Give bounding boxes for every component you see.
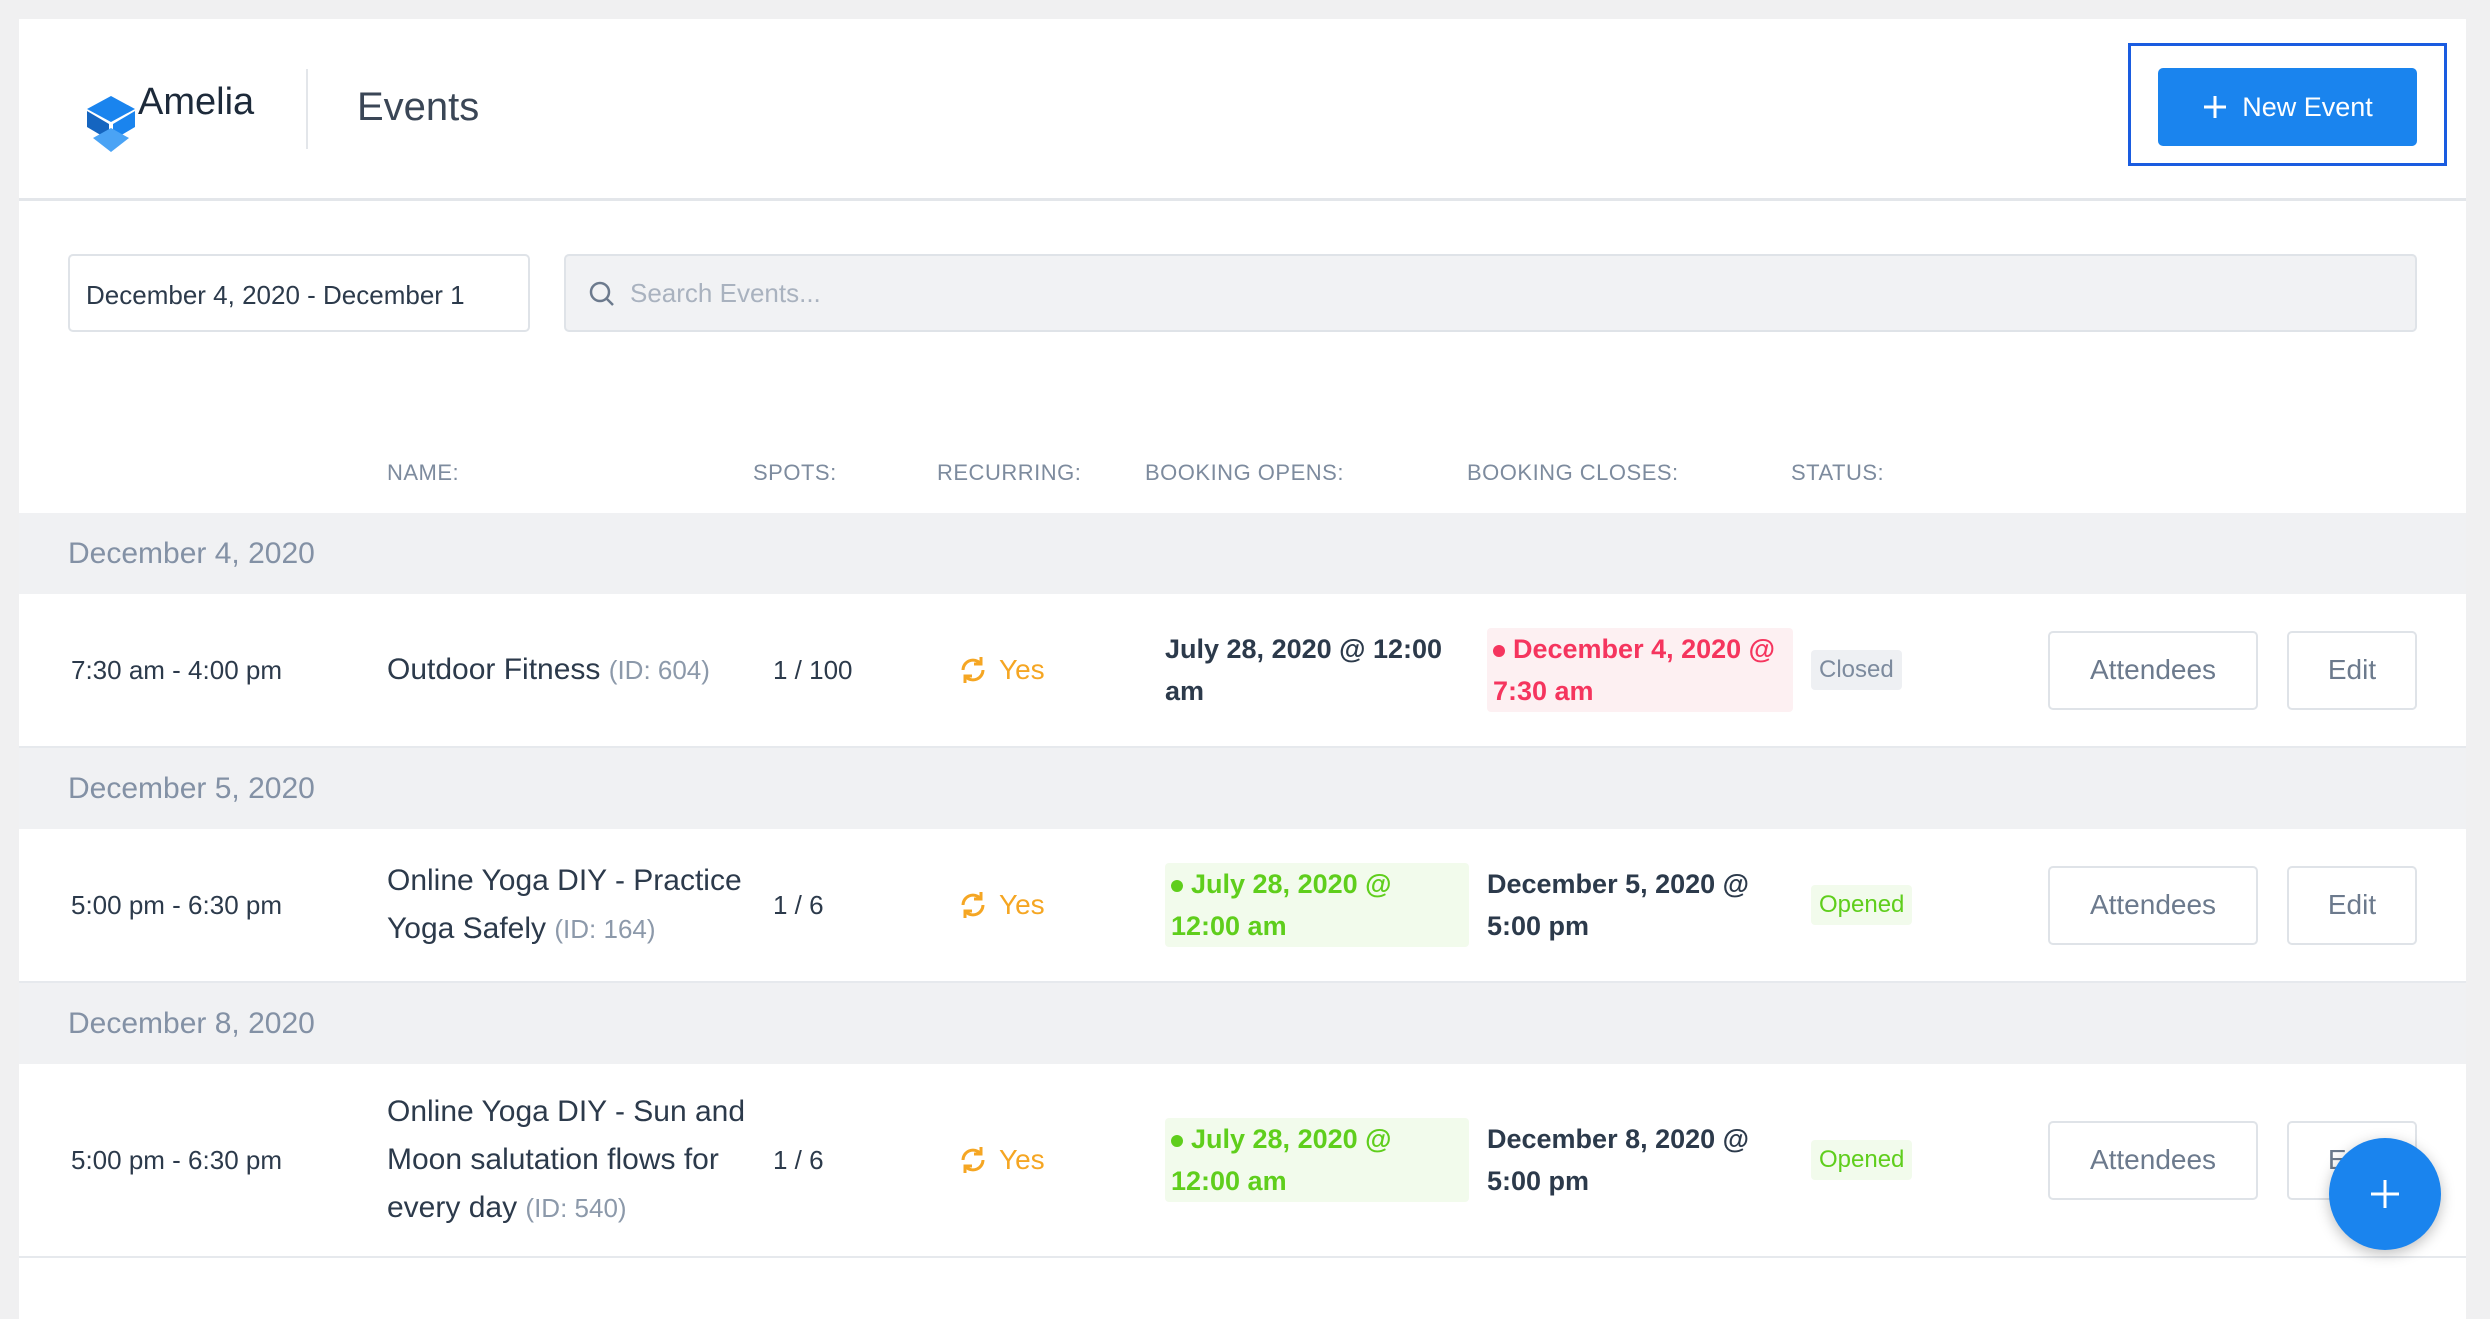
plus-icon (2204, 96, 2227, 118)
booking-closes: December 4, 2020 @ 7:30 am (1487, 628, 1793, 712)
event-name-cell: Outdoor Fitness (ID: 604) (387, 646, 773, 694)
divider (306, 69, 308, 149)
events-panel: Amelia Events New Event December 4, 2020… (19, 19, 2466, 1319)
group-date: December 4, 2020 (19, 513, 2466, 594)
event-spots: 1 / 6 (773, 1144, 824, 1175)
status: Opened (1811, 1140, 1913, 1180)
action-button[interactable]: Edit (2287, 865, 2417, 945)
recurring: Yes (999, 1144, 1045, 1175)
event-name: Outdoor Fitness (387, 653, 601, 686)
booking-opens: July 28, 2020 @ 12:00 am (1165, 863, 1469, 947)
event-name-cell: Online Yoga DIY - Sun and Moon salutatio… (387, 1088, 773, 1232)
booking-closes-text: December 5, 2020 @ 5:00 pm (1487, 869, 1749, 941)
recurring: Yes (999, 654, 1045, 685)
event-time: 5:00 pm - 6:30 pm (71, 889, 282, 920)
event-spots: 1 / 6 (773, 889, 824, 920)
booking-closes-text: December 4, 2020 @ 7:30 am (1493, 634, 1775, 706)
new-event-button[interactable]: New Event (2158, 68, 2417, 146)
column-label: SPOTS: (753, 460, 837, 485)
status-cell: Closed (1811, 650, 2048, 690)
closes-cell: December 5, 2020 @ 5:00 pm (1487, 863, 1811, 947)
page: Amelia Events New Event December 4, 2020… (19, 19, 2466, 1319)
status: Opened (1811, 885, 1913, 925)
search-icon (589, 281, 614, 306)
status: Closed (1811, 650, 1902, 690)
recurring: Yes (999, 889, 1045, 920)
action-button[interactable]: Attendees (2048, 630, 2258, 710)
search[interactable]: Search Events... (564, 254, 2417, 332)
opens-cell: July 28, 2020 @ 12:00 am (1165, 628, 1487, 712)
event-row: 5:00 pm - 6:30 pm Online Yoga DIY - Sun a… (19, 1064, 2466, 1258)
event-name: Online Yoga DIY - Practice Yoga Safely (387, 864, 742, 945)
event-row: 7:30 am - 4:00 pm Outdoor Fitness (ID: 60… (19, 594, 2466, 748)
action-button[interactable]: Attendees (2048, 1120, 2258, 1200)
opens-cell: July 28, 2020 @ 12:00 am (1165, 1118, 1487, 1202)
page-title: Events (357, 85, 480, 129)
column-label: RECURRING: (937, 460, 1082, 485)
booking-opens-text: July 28, 2020 @ 12:00 am (1165, 634, 1443, 706)
opens-cell: July 28, 2020 @ 12:00 am (1165, 863, 1487, 947)
booking-closes-text: December 8, 2020 @ 5:00 pm (1487, 1124, 1749, 1196)
event-spots: 1 / 100 (773, 654, 853, 685)
booking-opens: July 28, 2020 @ 12:00 am (1165, 1118, 1469, 1202)
recurring-icon (961, 1147, 985, 1173)
column-label: NAME: (387, 460, 460, 485)
recurring-icon (961, 892, 985, 918)
event-id: (ID: 604) (608, 655, 710, 685)
event-name-cell: Online Yoga DIY - Practice Yoga Safely (… (387, 857, 773, 953)
header: Amelia Events New Event (19, 19, 2466, 201)
group-date: December 8, 2020 (19, 983, 2466, 1064)
new-event-label: New Event (2242, 91, 2373, 122)
event-id: (ID: 540) (525, 1193, 627, 1223)
event-name: Online Yoga DIY - Sun and Moon salutatio… (387, 1095, 746, 1224)
recurring-icon (961, 657, 985, 683)
dot (1493, 644, 1505, 657)
brand: Amelia (138, 81, 255, 123)
booking-opens-text: July 28, 2020 @ 12:00 am (1171, 1124, 1392, 1196)
event-time: 5:00 pm - 6:30 pm (71, 1144, 282, 1175)
status-cell: Opened (1811, 1140, 2048, 1180)
dot (1171, 879, 1183, 892)
status-cell: Opened (1811, 885, 2048, 925)
highlight (2128, 43, 2447, 166)
column-label: BOOKING OPENS: (1145, 460, 1344, 485)
date-range[interactable]: December 4, 2020 - December 1 (68, 254, 530, 332)
event-time: 7:30 am - 4:00 pm (71, 654, 282, 685)
event-row: 5:00 pm - 6:30 pm Online Yoga DIY - Pract… (19, 829, 2466, 983)
action-button[interactable]: Attendees (2048, 865, 2258, 945)
booking-closes: December 8, 2020 @ 5:00 pm (1487, 1118, 1811, 1202)
logo (87, 96, 135, 152)
event-id: (ID: 164) (554, 914, 656, 944)
action-button[interactable]: Edit (2287, 630, 2417, 710)
fab[interactable] (2329, 1138, 2441, 1250)
search-placeholder: Search Events... (630, 278, 821, 308)
booking-opens-text: July 28, 2020 @ 12:00 am (1171, 869, 1392, 941)
recurring-cell: Yes (957, 889, 1165, 921)
closes-cell: December 8, 2020 @ 5:00 pm (1487, 1118, 1811, 1202)
group-date: December 5, 2020 (19, 748, 2466, 829)
closes-cell: December 4, 2020 @ 7:30 am (1487, 628, 1811, 712)
recurring-cell: Yes (957, 1144, 1165, 1176)
filters: December 4, 2020 - December 1 Search Eve… (19, 201, 2466, 351)
recurring-cell: Yes (957, 654, 1165, 686)
booking-closes: December 5, 2020 @ 5:00 pm (1487, 863, 1811, 947)
plus-icon (2371, 1180, 2399, 1208)
event-list: December 4, 2020 7:30 am - 4:00 pm Outdoor… (19, 513, 2466, 1258)
column-label: BOOKING CLOSES: (1467, 460, 1679, 485)
column-label: STATUS: (1791, 460, 1885, 485)
column-header: NAME: SPOTS: RECURRING: BOOKING OPENS: BOOKI… (19, 351, 2466, 513)
dot (1171, 1134, 1183, 1147)
booking-opens: July 28, 2020 @ 12:00 am (1165, 628, 1487, 712)
